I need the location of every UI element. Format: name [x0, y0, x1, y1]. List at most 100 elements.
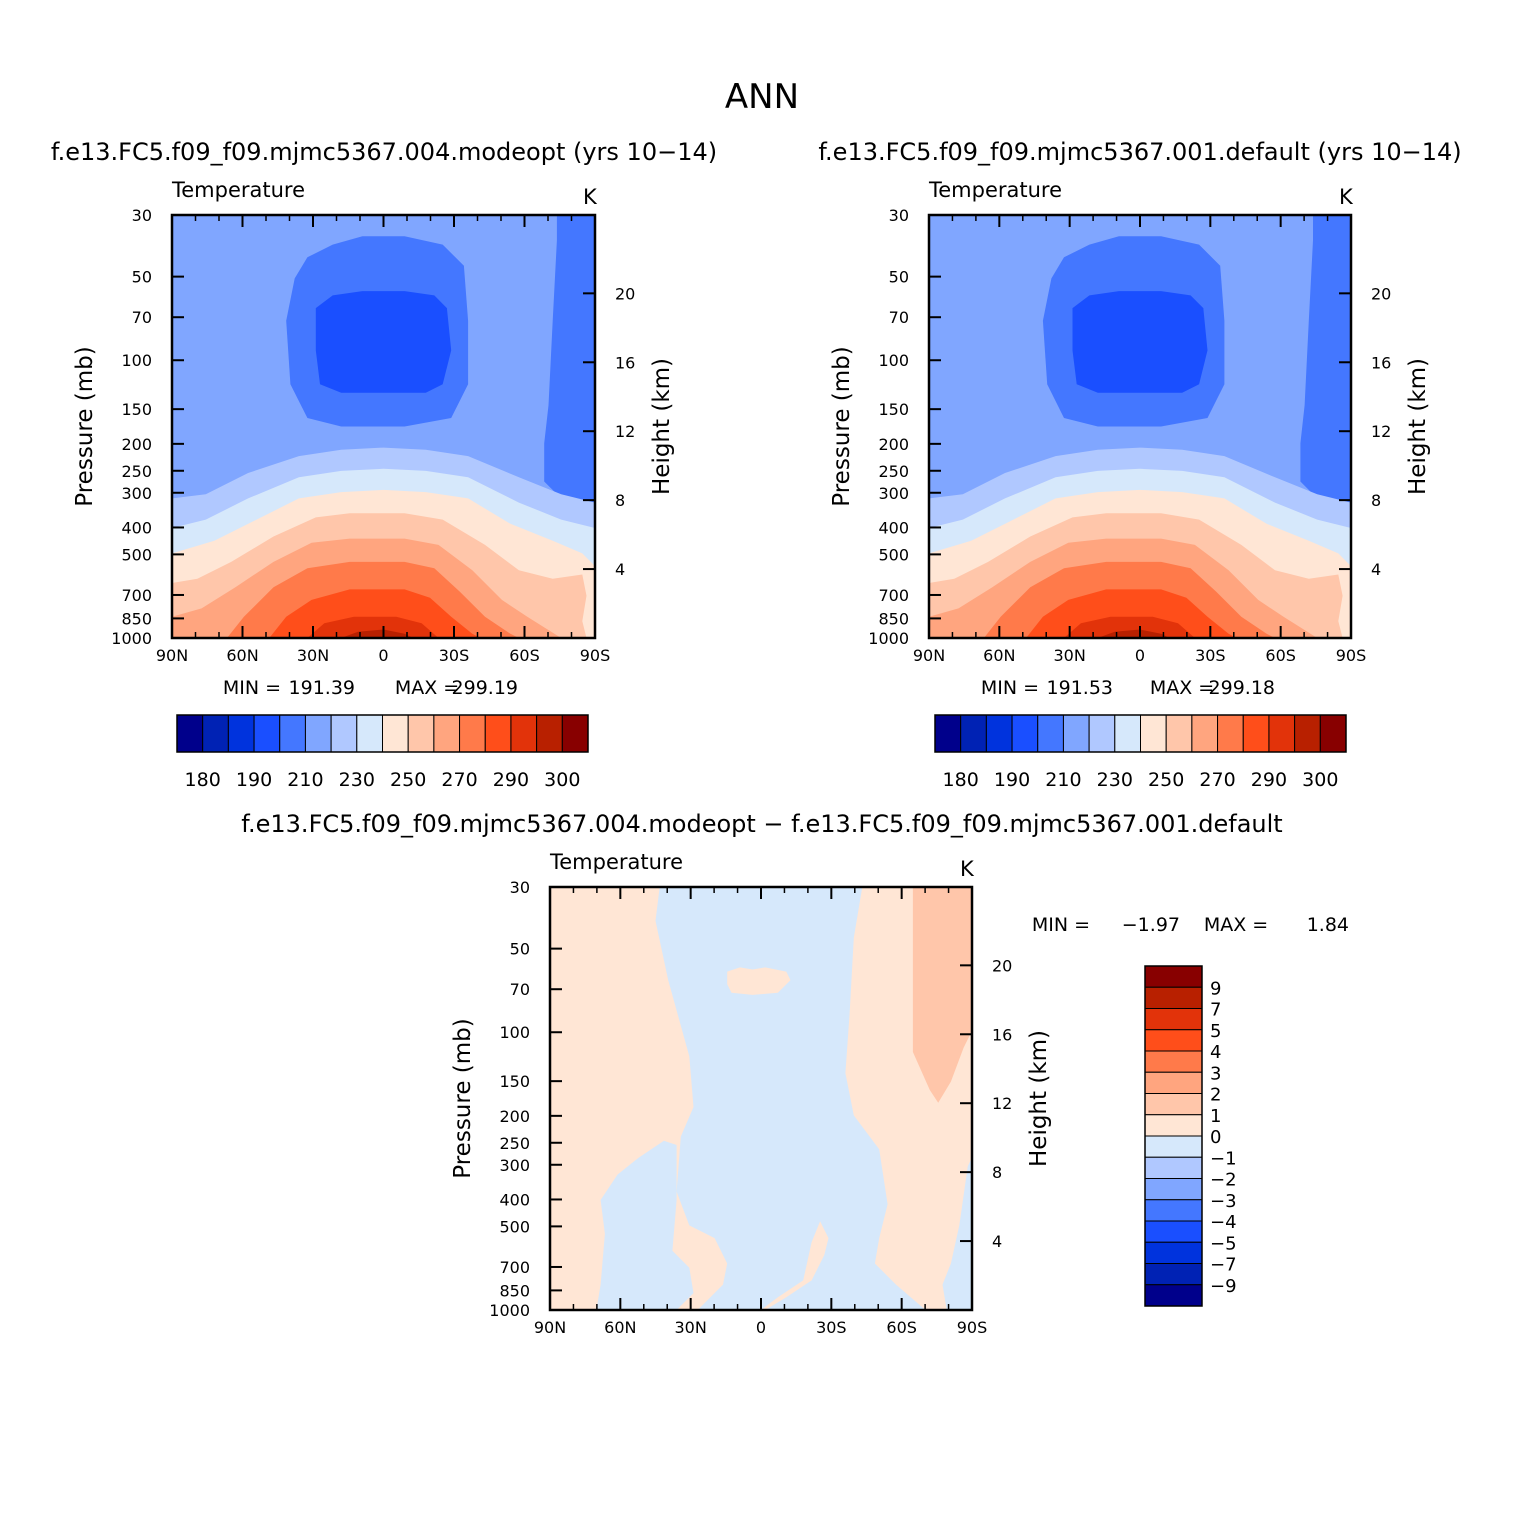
- contour-fills: [929, 215, 1351, 638]
- units-label: K: [960, 857, 975, 881]
- y2-tick-label: 4: [615, 560, 625, 579]
- units-label: K: [1339, 185, 1354, 209]
- colorbar-label: 180: [185, 769, 221, 791]
- colorbar-label: 2: [1210, 1085, 1221, 1106]
- x-tick-label: 90N: [913, 646, 945, 665]
- colorbar-swatch: [1294, 714, 1321, 753]
- colorbar-label: 210: [1045, 769, 1081, 791]
- y-tick-label: 200: [499, 1107, 530, 1126]
- y-tick-label: 150: [878, 400, 909, 419]
- colorbar-swatch: [934, 714, 962, 753]
- colorbar-swatch: [1144, 1114, 1203, 1137]
- y-tick-label: 250: [121, 462, 152, 481]
- y2-axis-label: Height (km): [1405, 358, 1431, 495]
- colorbar-label: 300: [1302, 769, 1338, 791]
- colorbar-label: −2: [1210, 1170, 1237, 1191]
- colorbar-swatch: [1011, 714, 1039, 753]
- y-tick-label: 700: [878, 586, 909, 605]
- panel-1: f.e13.FC5.f09_f09.mjmc5367.004.modeopt (…: [51, 138, 717, 699]
- y-tick-label: 500: [878, 545, 909, 564]
- x-tick-label: 60N: [226, 646, 258, 665]
- y2-axis-label: Height (km): [1026, 1030, 1052, 1167]
- colorbar-swatch: [536, 714, 563, 753]
- x-tick-label: 90S: [580, 646, 611, 665]
- variable-label: Temperature: [171, 178, 305, 202]
- colorbar-label: 5: [1210, 1021, 1221, 1042]
- contour-fills: [172, 215, 595, 638]
- colorbar-label: −5: [1210, 1233, 1237, 1254]
- y-tick-label: 150: [499, 1072, 530, 1091]
- variable-label: Temperature: [928, 178, 1062, 202]
- colorbar-label: 230: [339, 769, 375, 791]
- colorbar-swatch: [279, 714, 306, 753]
- colorbar-swatch: [1037, 714, 1064, 753]
- colorbar-swatch: [1268, 714, 1296, 753]
- y2-tick-label: 12: [615, 422, 635, 441]
- y2-tick-label: 8: [1371, 491, 1381, 510]
- colorbar-frame: [934, 714, 1347, 753]
- colorbar-swatch: [1165, 714, 1193, 753]
- colorbar-swatch: [985, 714, 1013, 753]
- y-axis-label: Pressure (mb): [450, 1018, 476, 1178]
- colorbar-label: 9: [1210, 978, 1221, 999]
- contour-region: [307, 616, 439, 638]
- y-tick-label: 200: [878, 435, 909, 454]
- y-axis-label: Pressure (mb): [829, 346, 855, 506]
- x-tick-label: 30S: [816, 1318, 847, 1337]
- colorbar-label: 0: [1210, 1127, 1221, 1148]
- colorbar-label: 3: [1210, 1063, 1221, 1084]
- colorbar-swatch: [1217, 714, 1244, 753]
- x-tick-label: 30N: [297, 646, 329, 665]
- colorbar-frame: [176, 714, 589, 753]
- y-tick-label: 400: [878, 518, 909, 537]
- colorbar-swatch: [510, 714, 538, 753]
- y2-tick-label: 8: [615, 491, 625, 510]
- colorbar-swatch: [407, 714, 435, 753]
- colorbar-label: −1: [1210, 1148, 1237, 1169]
- y-tick-label: 150: [121, 400, 152, 419]
- x-tick-label: 90S: [1336, 646, 1367, 665]
- colorbar-label: 190: [236, 769, 272, 791]
- colorbar-label: 270: [1199, 769, 1235, 791]
- colorbar-label: 190: [994, 769, 1030, 791]
- colorbar-swatch: [1144, 965, 1203, 988]
- x-tick-label: 60S: [886, 1318, 917, 1337]
- colorbar-label: −3: [1210, 1191, 1237, 1212]
- x-tick-label: 60N: [983, 646, 1015, 665]
- colorbar-label: 250: [390, 769, 426, 791]
- colorbar-1: 180 190 210 230 250 270 290 300: [176, 714, 589, 791]
- contour-region: [727, 967, 791, 995]
- y2-tick-label: 16: [1371, 353, 1391, 372]
- panel-title: f.e13.FC5.f09_f09.mjmc5367.001.default (…: [818, 138, 1461, 166]
- y2-tick-label: 12: [992, 1094, 1012, 1113]
- x-tick-label: 90N: [156, 646, 188, 665]
- y-tick-label: 50: [132, 268, 152, 287]
- colorbar-label: 210: [287, 769, 323, 791]
- contour-region: [544, 215, 595, 524]
- colorbar-swatch: [1144, 1135, 1203, 1158]
- y-tick-label: 250: [499, 1134, 530, 1153]
- y2-tick-label: 8: [992, 1163, 1002, 1182]
- panel-title: f.e13.FC5.f09_f09.mjmc5367.004.modeopt −…: [241, 810, 1282, 838]
- x-tick-label: 60N: [604, 1318, 636, 1337]
- y-tick-label: 70: [889, 308, 909, 327]
- min-value: 191.39: [289, 677, 355, 699]
- y-tick-label: 400: [121, 518, 152, 537]
- colorbar-swatch: [1144, 1093, 1203, 1116]
- colorbar-label: 230: [1097, 769, 1133, 791]
- colorbar-swatch: [1114, 714, 1141, 753]
- y-tick-label: 1000: [868, 629, 909, 648]
- contour-region: [655, 887, 926, 1310]
- x-tick-label: 30N: [1054, 646, 1086, 665]
- colorbar-swatch: [1144, 1284, 1203, 1307]
- units-label: K: [583, 185, 598, 209]
- contour-region: [912, 887, 972, 1103]
- colorbar-swatch: [1144, 1050, 1203, 1073]
- colorbar-swatch: [1144, 1029, 1203, 1052]
- variable-label: Temperature: [549, 850, 683, 874]
- y-tick-label: 30: [889, 206, 909, 225]
- max-label: MAX =: [395, 677, 459, 699]
- contour-region: [942, 1157, 972, 1310]
- y2-tick-label: 4: [1371, 560, 1381, 579]
